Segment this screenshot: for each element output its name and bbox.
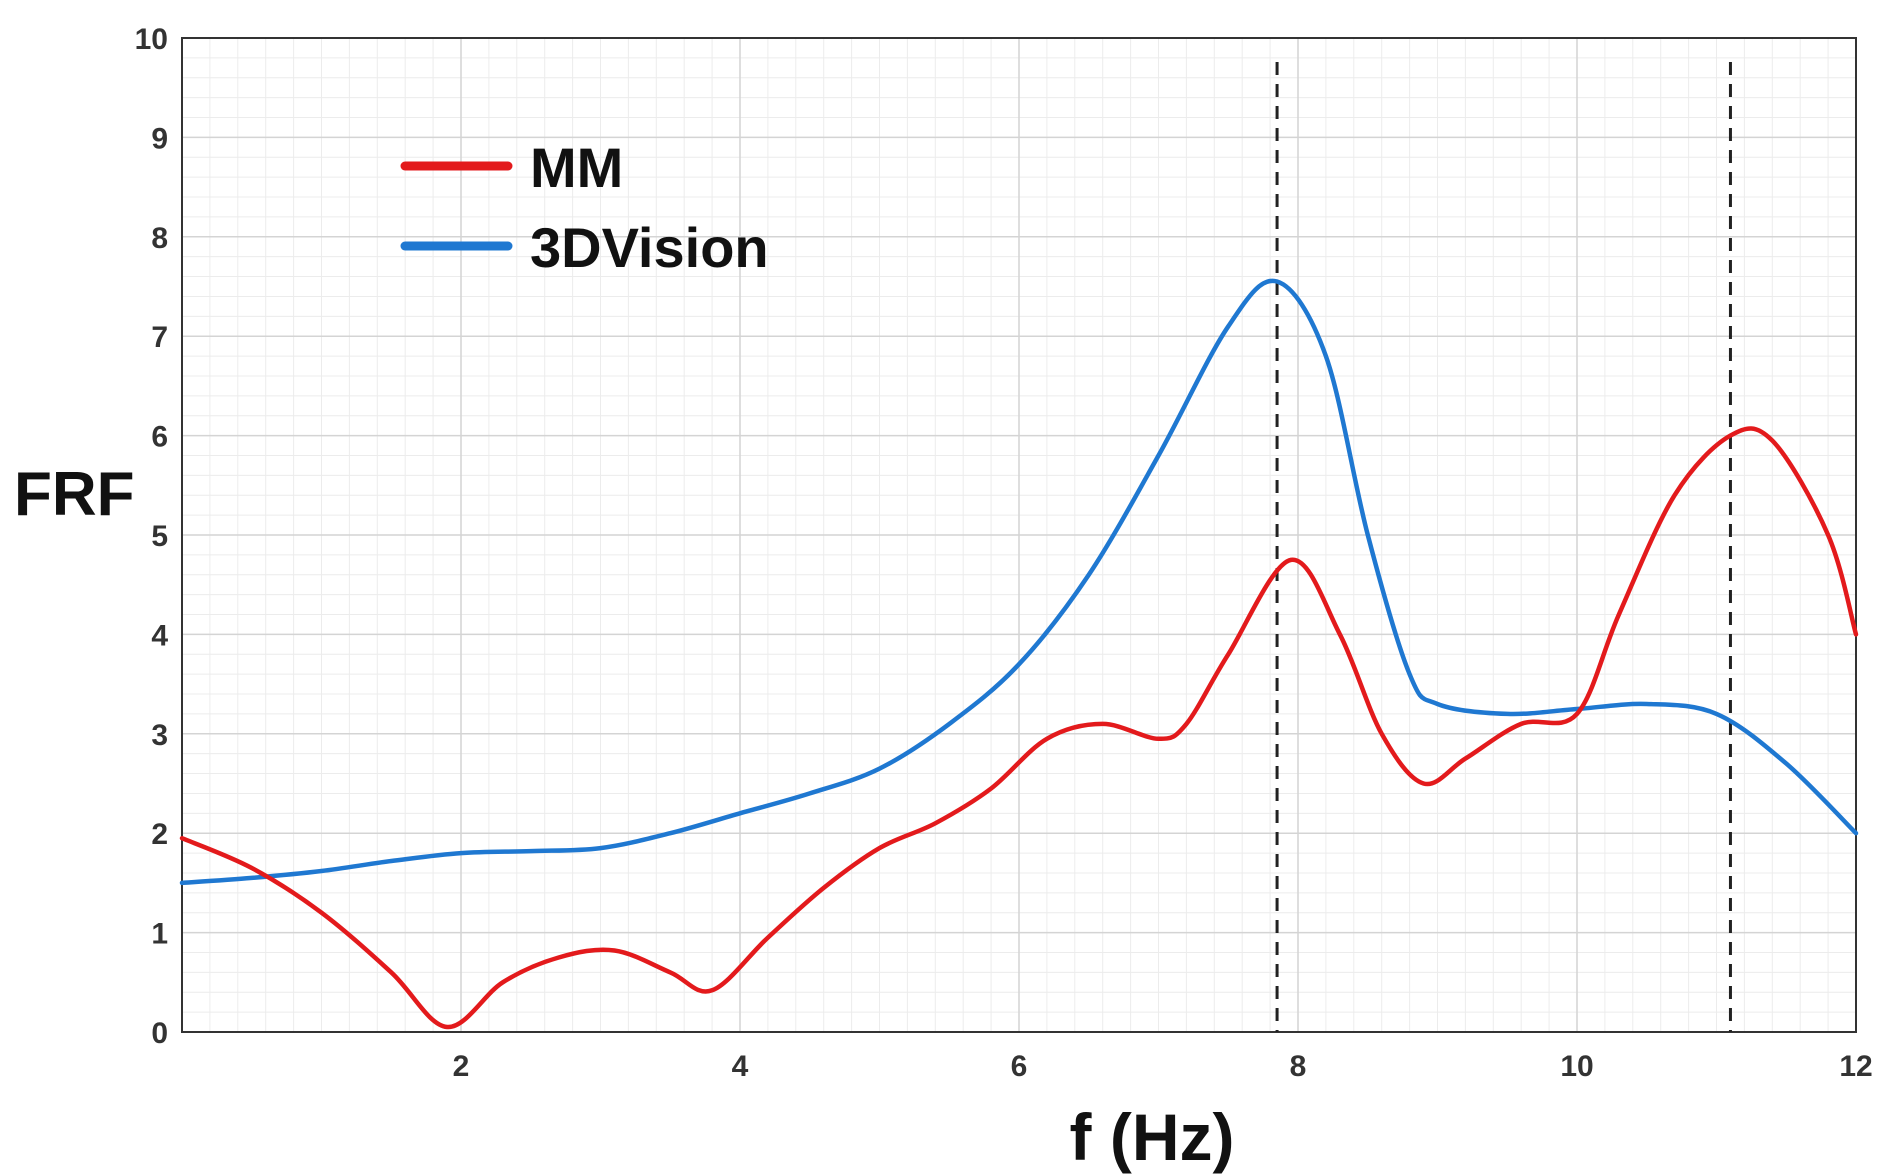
- x-tick-label: 8: [1290, 1050, 1307, 1083]
- plot-frame: [181, 37, 1857, 1033]
- y-tick-label: 1: [151, 918, 168, 951]
- x-tick-label: 12: [1839, 1050, 1872, 1083]
- series-layer: [179, 278, 1859, 1030]
- reference-lines: [1275, 62, 1732, 1032]
- y-tick-labels: 0 1 2 3 4 5 6 7 8 9 10: [135, 23, 169, 1050]
- x-tick-label: 2: [453, 1050, 470, 1083]
- y-tick-label: 4: [151, 619, 168, 652]
- series-line-3dvision: [179, 278, 1859, 886]
- y-tick-label: 2: [151, 818, 168, 851]
- series-line-mm: [179, 426, 1859, 1030]
- y-tick-label: 9: [151, 122, 168, 155]
- y-tick-label: 10: [135, 23, 168, 56]
- y-tick-label: 0: [151, 1017, 168, 1050]
- x-tick-label: 6: [1011, 1050, 1028, 1083]
- legend-label-3dvision: 3DVision: [530, 216, 769, 279]
- x-tick-label: 10: [1560, 1050, 1593, 1083]
- x-tick-labels: 2 4 6 8 10 12: [453, 1050, 1873, 1083]
- y-tick-label: 5: [151, 520, 168, 553]
- x-axis-title: f (Hz): [1070, 1100, 1235, 1174]
- y-tick-label: 6: [151, 421, 168, 454]
- legend-label-mm: MM: [530, 136, 623, 199]
- y-tick-label: 3: [151, 719, 168, 752]
- y-axis-title: FRF: [14, 460, 135, 529]
- y-tick-label: 7: [151, 321, 168, 354]
- legend: MM 3DVision: [400, 136, 769, 279]
- x-tick-label: 4: [732, 1050, 749, 1083]
- y-tick-label: 8: [151, 222, 168, 255]
